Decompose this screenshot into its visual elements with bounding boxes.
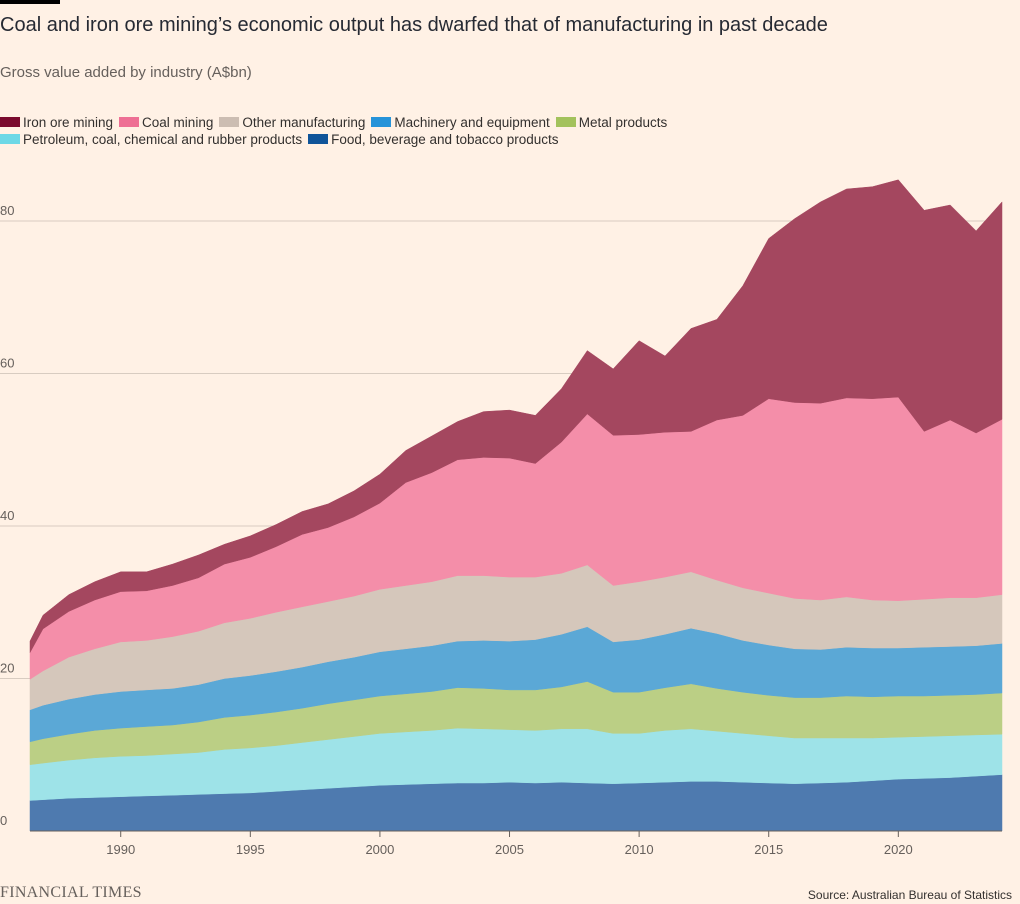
legend-item: Machinery and equipment <box>371 114 550 131</box>
y-axis: 0 20 40 60 80 <box>0 203 14 828</box>
x-tick-label: 2020 <box>884 842 913 857</box>
legend-label: Metal products <box>578 115 668 130</box>
stacked-areas <box>29 179 1003 832</box>
x-tick-label: 1995 <box>236 842 265 857</box>
x-tick-label: 2015 <box>754 842 783 857</box>
legend-swatch <box>0 134 20 144</box>
x-tick-label: 2010 <box>625 842 654 857</box>
legend-item: Other manufacturing <box>219 114 365 131</box>
legend-label: Machinery and equipment <box>394 115 550 130</box>
x-tick-label: 2005 <box>495 842 524 857</box>
chart-subtitle: Gross value added by industry (A$bn) <box>0 64 252 81</box>
legend-label: Petroleum, coal, chemical and rubber pro… <box>23 132 303 147</box>
legend-item: Food, beverage and tobacco products <box>308 131 559 148</box>
chart-legend: Iron ore mining Coal mining Other manufact… <box>0 114 740 148</box>
ft-top-bar <box>0 0 60 4</box>
legend-item: Coal mining <box>119 114 213 131</box>
legend-swatch <box>219 117 240 127</box>
area-series <box>29 179 1003 653</box>
legend-label: Iron ore mining <box>23 115 114 130</box>
x-tick-label: 1990 <box>106 842 135 857</box>
y-tick-label: 80 <box>0 203 14 218</box>
legend-item: Iron ore mining <box>0 114 113 131</box>
y-tick-label: 20 <box>0 661 14 676</box>
legend-swatch <box>555 117 576 127</box>
ft-logo: FINANCIAL TIMES <box>0 884 142 901</box>
legend-item: Metal products <box>555 114 668 131</box>
y-tick-label: 60 <box>0 356 14 371</box>
x-axis: 1990 1995 2000 2005 2010 2015 2020 <box>30 830 1002 857</box>
legend-label: Other manufacturing <box>242 115 366 130</box>
y-tick-label: 0 <box>0 813 7 828</box>
legend-label: Food, beverage and tobacco products <box>331 132 559 147</box>
legend-swatch <box>0 117 20 127</box>
y-tick-label: 40 <box>0 508 14 523</box>
legend-item: Petroleum, coal, chemical and rubber pro… <box>0 131 302 148</box>
chart-title: Coal and iron ore mining’s economic outp… <box>0 14 828 36</box>
legend-swatch <box>119 117 140 127</box>
source-note: Source: Australian Bureau of Statistics <box>807 888 1012 902</box>
legend-swatch <box>308 134 329 144</box>
legend-label: Coal mining <box>142 115 214 130</box>
legend-swatch <box>371 117 392 127</box>
x-tick-label: 2000 <box>365 842 394 857</box>
